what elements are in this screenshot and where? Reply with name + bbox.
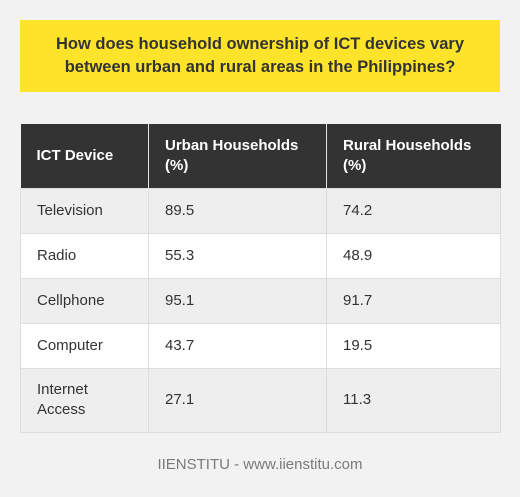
- title-banner: How does household ownership of ICT devi…: [20, 20, 500, 92]
- device-cell: Radio: [20, 232, 149, 279]
- rural-cell: 91.7: [326, 277, 501, 324]
- table-row: Television 89.5 74.2: [20, 187, 501, 234]
- page-title: How does household ownership of ICT devi…: [56, 35, 464, 76]
- rural-cell: 48.9: [326, 232, 501, 279]
- device-cell: Television: [20, 187, 149, 234]
- urban-cell: 27.1: [148, 367, 327, 433]
- column-header-device: ICT Device: [20, 124, 149, 188]
- footer-credit: IIENSTITU - www.iienstitu.com: [157, 456, 363, 473]
- urban-cell: 95.1: [148, 277, 327, 324]
- urban-cell: 89.5: [148, 187, 327, 234]
- device-cell: Cellphone: [20, 277, 149, 324]
- table-row: Computer 43.7 19.5: [20, 322, 501, 369]
- device-cell: Computer: [20, 322, 149, 369]
- rural-cell: 19.5: [326, 322, 501, 369]
- table-row: Cellphone 95.1 91.7: [20, 277, 501, 324]
- table-row: Internet Access 27.1 11.3: [20, 367, 501, 433]
- column-header-urban: Urban Households (%): [148, 124, 327, 188]
- table-row: Radio 55.3 48.9: [20, 232, 501, 279]
- urban-cell: 55.3: [148, 232, 327, 279]
- rural-cell: 74.2: [326, 187, 501, 234]
- rural-cell: 11.3: [326, 367, 501, 433]
- column-header-rural: Rural Households (%): [343, 136, 472, 174]
- table-header-row: ICT Device Urban Households (%) Rural Ho…: [20, 124, 501, 188]
- ict-ownership-table: ICT Device Urban Households (%) Rural Ho…: [20, 124, 501, 433]
- urban-cell: 43.7: [148, 322, 327, 369]
- device-cell: Internet Access: [20, 367, 149, 433]
